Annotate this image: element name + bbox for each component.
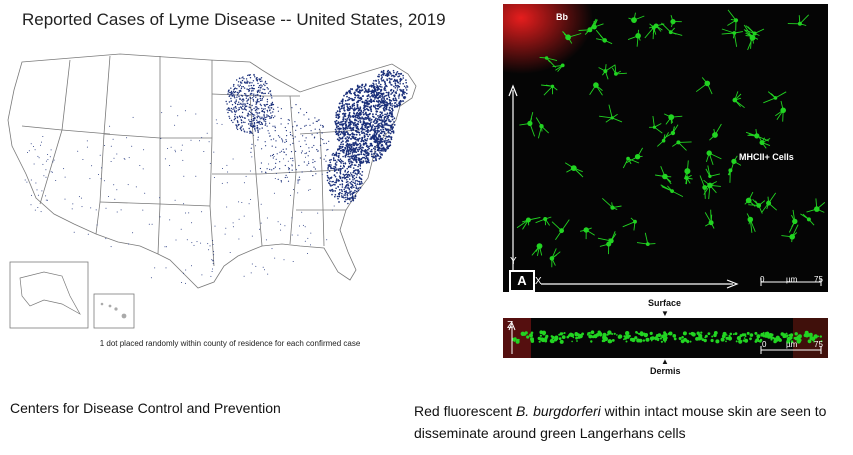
scale-end: 75: [814, 275, 823, 284]
hawaii-inset: [93, 293, 135, 329]
scale-start-bottom: 0: [762, 340, 767, 349]
panel-label-a: A: [509, 270, 535, 292]
surface-label: Surface: [648, 298, 682, 308]
us-lyme-map: [7, 53, 417, 329]
x-axis-label: X: [535, 276, 542, 287]
caption-prefix: Red fluorescent: [414, 403, 513, 419]
mhcii-cells-label: MHCII+ Cells: [739, 152, 794, 162]
map-caption: 1 dot placed randomly within county of r…: [99, 339, 361, 348]
map-title: Reported Cases of Lyme Disease -- United…: [22, 10, 446, 29]
scale-end-bottom: 75: [814, 340, 823, 349]
scale-start: 0: [760, 275, 765, 284]
mainland-outline: [7, 53, 417, 289]
dermis-arrow-icon: ▲: [661, 357, 669, 366]
figure-caption: Red fluorescent B. burgdorferi within in…: [414, 400, 844, 444]
skin-micrograph-top: [503, 4, 828, 292]
green-cell-band: [511, 330, 823, 344]
caption-species: B. burgdorferi: [515, 403, 601, 419]
caption-suffix: within intact mouse skin are seen to dis…: [414, 403, 827, 441]
bacteria-red-region: [503, 4, 593, 74]
skin-micrograph-crosssection: [503, 318, 828, 358]
z-axis-label: Z: [507, 320, 514, 331]
mhcii-cells: [516, 9, 826, 268]
surface-arrow-icon: ▼: [661, 309, 669, 318]
dermis-label: Dermis: [650, 366, 681, 376]
source-credit: Centers for Disease Control and Preventi…: [10, 400, 281, 416]
crosssection-layer: [503, 318, 828, 358]
state-outlines: [7, 53, 417, 289]
langerhans-cells-layer: [503, 4, 826, 289]
y-axis-label: Y: [510, 256, 517, 267]
scale-unit-bottom: µm: [786, 340, 798, 349]
scale-unit: µm: [786, 275, 798, 284]
bb-label: Bb: [556, 12, 568, 22]
case-dots: [24, 69, 409, 284]
